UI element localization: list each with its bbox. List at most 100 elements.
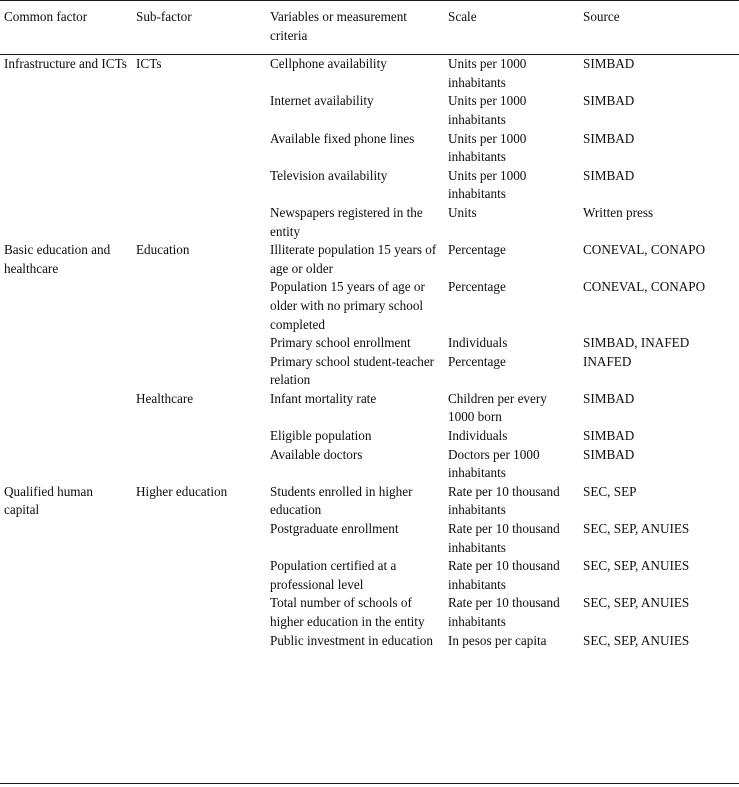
source-cell: SIMBAD (583, 446, 739, 483)
source-cell-text: SEC, SEP, ANUIES (583, 521, 690, 537)
column-header-scale: Scale (448, 0, 583, 56)
table-row: Population 15 years of age or older with… (0, 278, 739, 334)
source-cell: SIMBAD (583, 390, 739, 427)
column-header-sub-factor: Sub-factor (136, 0, 270, 56)
variable-cell: Total number of schools of higher educat… (270, 594, 448, 631)
variable-cell: Public investment in education (270, 632, 448, 651)
source-cell-text: INAFED (583, 353, 632, 369)
scale-cell: Rate per 10 thousand inhabitants (448, 483, 583, 520)
table-row: Newspapers registered in the entity Units… (0, 204, 739, 241)
scale-cell: Percentage (448, 353, 583, 390)
sub-factor-cell: Healthcare (136, 390, 270, 483)
variable-cell: Available doctors (270, 446, 448, 483)
source-cell: SIMBAD (583, 167, 739, 204)
table-row: Healthcare Infant mortality rate Children … (0, 390, 739, 427)
source-cell: SIMBAD (583, 92, 739, 129)
header-row: Common factor Sub-factor Variables or me… (0, 0, 739, 56)
scale-cell: Individuals (448, 334, 583, 353)
source-cell-text: CONEVAL, CONAPO (583, 242, 706, 258)
scale-cell-text: Percentage (448, 279, 506, 295)
scale-cell: Percentage (448, 241, 583, 278)
sub-factor-cell: Higher education (136, 483, 270, 650)
table-row: Total number of schools of higher educat… (0, 594, 739, 631)
table-row: Eligible population Individuals SIMBAD (0, 427, 739, 446)
table-header: Common factor Sub-factor Variables or me… (0, 0, 739, 56)
scale-cell-text: Rate per 10 thousand inhabitants (448, 521, 560, 555)
scale-cell: Units per 1000 inhabitants (448, 167, 583, 204)
scale-cell-text: Units per 1000 inhabitants (448, 130, 527, 165)
variable-cell: Primary school student-teacher relation (270, 353, 448, 390)
scale-cell-text: Percentage (448, 242, 506, 258)
source-cell: SEC, SEP (583, 483, 739, 520)
scale-cell: Children per every 1000 born (448, 390, 583, 427)
scale-cell: Rate per 10 thousand inhabitants (448, 520, 583, 557)
scale-cell-text: Rate per 10 thousand inhabitants (448, 595, 560, 629)
scale-cell: Units per 1000 inhabitants (448, 92, 583, 129)
variable-cell-text: Cellphone availability (270, 56, 387, 72)
scale-cell: Units per 1000 inhabitants (448, 55, 583, 93)
source-cell: INAFED (583, 353, 739, 390)
scale-cell: Rate per 10 thousand inhabitants (448, 557, 583, 594)
common-factor-label: Qualified human capital (4, 483, 93, 518)
source-cell-text: SEC, SEP (583, 483, 637, 499)
scale-cell: Percentage (448, 278, 583, 334)
column-header-source: Source (583, 0, 739, 56)
variable-cell: Illiterate population 15 years of age or… (270, 241, 448, 278)
source-cell: CONEVAL, CONAPO (583, 241, 739, 278)
table-bottom-rule (0, 783, 739, 784)
table-body: Infrastructure and ICTs ICTs Cellphone ava… (0, 55, 739, 651)
scale-cell-text: In pesos per capita (448, 632, 547, 648)
variable-cell-text: Eligible population (270, 428, 372, 444)
common-factors-table: Common factor Sub-factor Variables or me… (0, 0, 739, 651)
scale-cell-text: Children per every 1000 born (448, 390, 547, 425)
variable-cell: Internet availability (270, 92, 448, 129)
variable-cell-text: Primary school student-teacher relation (270, 353, 435, 388)
variable-cell: Primary school enrollment (270, 334, 448, 353)
source-cell: SEC, SEP, ANUIES (583, 594, 739, 631)
source-cell: CONEVAL, CONAPO (583, 278, 739, 334)
variable-cell: Newspapers registered in the entity (270, 204, 448, 241)
variable-cell-text: Available doctors (270, 446, 363, 462)
sub-factor-label: Healthcare (136, 390, 194, 406)
common-factor-label: Infrastructure and ICTs (4, 56, 127, 72)
source-cell-text: SIMBAD (583, 93, 635, 109)
sub-factor-label: Education (136, 242, 190, 258)
variable-cell: Television availability (270, 167, 448, 204)
variable-cell-text: Total number of schools of higher educat… (270, 595, 425, 629)
variable-cell: Population 15 years of age or older with… (270, 278, 448, 334)
scale-cell-text: Rate per 10 thousand inhabitants (448, 558, 560, 592)
table-row: Population certified at a professional l… (0, 557, 739, 594)
column-header-common-factor: Common factor (0, 0, 136, 56)
scale-cell-text: Rate per 10 thousand inhabitants (448, 483, 560, 518)
source-cell: Written press (583, 204, 739, 241)
source-cell-text: Written press (583, 204, 654, 220)
source-cell: SEC, SEP, ANUIES (583, 557, 739, 594)
common-factor-label: Basic education and healthcare (4, 242, 111, 276)
variable-cell-text: Internet availability (270, 93, 374, 109)
variable-cell-text: Television availability (270, 167, 388, 183)
variable-cell: Students enrolled in higher education (270, 483, 448, 520)
source-cell: SIMBAD (583, 427, 739, 446)
table-row: Primary school enrollment Individuals SIMB… (0, 334, 739, 353)
variable-cell: Eligible population (270, 427, 448, 446)
scale-cell-text: Units (448, 204, 477, 220)
variable-cell-text: Population certified at a professional l… (270, 558, 397, 592)
source-cell: SIMBAD (583, 130, 739, 167)
source-cell: SEC, SEP, ANUIES (583, 632, 739, 651)
table-row: Qualified human capital Higher education S… (0, 483, 739, 520)
table-row: Infrastructure and ICTs ICTs Cellphone ava… (0, 55, 739, 93)
source-cell: SIMBAD (583, 55, 739, 93)
scale-cell: Individuals (448, 427, 583, 446)
source-cell: SEC, SEP, ANUIES (583, 520, 739, 557)
variable-cell: Cellphone availability (270, 55, 448, 93)
table-row: Postgraduate enrollment Rate per 10 thous… (0, 520, 739, 557)
variable-cell-text: Population 15 years of age or older with… (270, 279, 425, 332)
common-factor-cell: Infrastructure and ICTs (0, 55, 136, 241)
source-cell-text: SIMBAD (583, 428, 635, 444)
scale-cell: Doctors per 1000 inhabitants (448, 446, 583, 483)
common-factor-cell: Qualified human capital (0, 483, 136, 650)
source-cell-text: SEC, SEP, ANUIES (583, 558, 690, 574)
variable-cell-text: Newspapers registered in the entity (270, 204, 423, 239)
sub-factor-cell: ICTs (136, 55, 270, 241)
scale-cell-text: Doctors per 1000 inhabitants (448, 446, 540, 481)
